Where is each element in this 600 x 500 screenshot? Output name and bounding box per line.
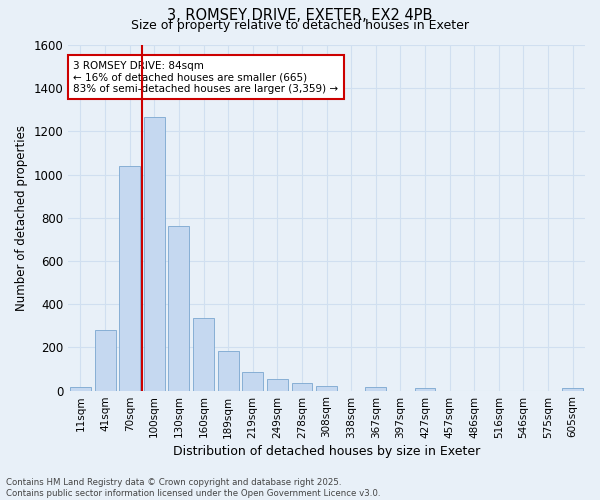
Y-axis label: Number of detached properties: Number of detached properties [15,125,28,311]
Bar [95,330,116,390]
Bar [119,166,140,390]
X-axis label: Distribution of detached houses by size in Exeter: Distribution of detached houses by size … [173,444,480,458]
Bar [144,118,165,390]
Bar [169,226,190,390]
Bar [218,350,239,391]
Text: Contains HM Land Registry data © Crown copyright and database right 2025.
Contai: Contains HM Land Registry data © Crown c… [6,478,380,498]
Bar [193,318,214,390]
Bar [415,388,436,390]
Bar [267,378,288,390]
Text: 3, ROMSEY DRIVE, EXETER, EX2 4PB: 3, ROMSEY DRIVE, EXETER, EX2 4PB [167,8,433,22]
Text: 3 ROMSEY DRIVE: 84sqm
← 16% of detached houses are smaller (665)
83% of semi-det: 3 ROMSEY DRIVE: 84sqm ← 16% of detached … [73,60,338,94]
Bar [562,388,583,390]
Bar [316,386,337,390]
Bar [242,372,263,390]
Text: Size of property relative to detached houses in Exeter: Size of property relative to detached ho… [131,19,469,32]
Bar [292,383,313,390]
Bar [70,388,91,390]
Bar [365,386,386,390]
